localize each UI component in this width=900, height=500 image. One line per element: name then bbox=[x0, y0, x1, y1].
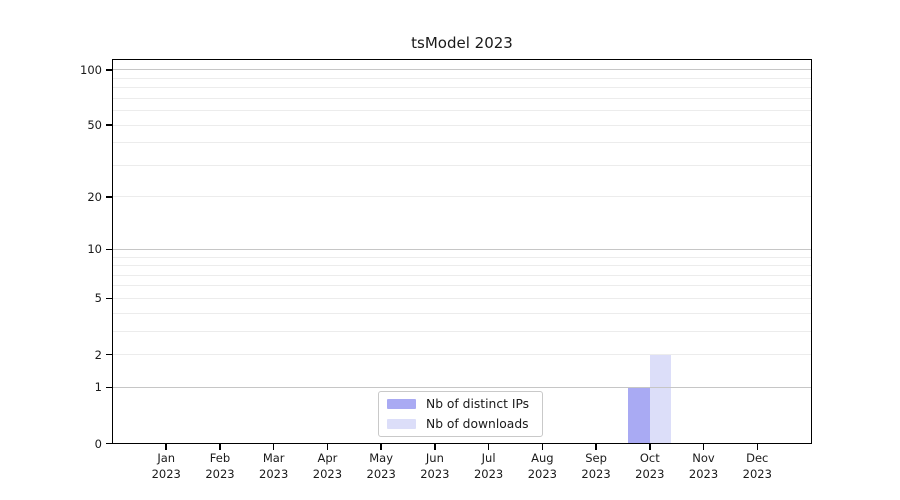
x-axis-tick-label: Feb 2023 bbox=[205, 451, 235, 481]
bar-downloads-oct bbox=[649, 354, 672, 444]
minor-gridline bbox=[112, 196, 811, 198]
x-tick-mark bbox=[541, 443, 544, 450]
minor-gridline bbox=[112, 97, 811, 99]
x-axis-tick-label: Jul 2023 bbox=[473, 451, 504, 481]
y-axis-tick-label: 2 bbox=[94, 347, 102, 362]
x-axis-tick-label: Jan 2023 bbox=[151, 451, 181, 481]
minor-gridline bbox=[112, 164, 811, 166]
x-tick-mark bbox=[756, 443, 759, 450]
major-gridline bbox=[112, 386, 811, 388]
legend-swatch-distinct-ips bbox=[387, 399, 416, 409]
y-axis-tick-label: 20 bbox=[87, 189, 102, 204]
minor-gridline bbox=[112, 330, 811, 332]
x-axis-tick-label: Dec 2023 bbox=[742, 451, 772, 481]
y-tick-mark bbox=[105, 353, 113, 356]
chart-title: tsModel 2023 bbox=[411, 34, 513, 52]
legend-item-distinct-ips: Nb of distinct IPs bbox=[387, 396, 534, 412]
minor-gridline bbox=[112, 265, 811, 267]
x-tick-mark bbox=[434, 443, 436, 450]
minor-gridline bbox=[112, 274, 811, 276]
x-axis-tick-label: Sep 2023 bbox=[581, 451, 611, 481]
minor-gridline bbox=[112, 312, 811, 314]
minor-gridline bbox=[112, 110, 811, 112]
y-tick-mark bbox=[105, 124, 113, 126]
x-tick-mark bbox=[165, 443, 167, 450]
y-axis-tick-label: 100 bbox=[80, 62, 102, 77]
x-axis-tick-label: Mar 2023 bbox=[259, 451, 289, 481]
y-axis-tick-label: 10 bbox=[87, 242, 102, 257]
minor-gridline bbox=[112, 297, 811, 299]
legend-swatch-downloads bbox=[387, 419, 416, 429]
minor-gridline bbox=[112, 142, 811, 144]
x-tick-mark bbox=[649, 443, 651, 450]
legend-label-downloads: Nb of downloads bbox=[426, 417, 529, 431]
major-gridline bbox=[112, 248, 811, 250]
x-tick-mark bbox=[326, 443, 329, 450]
minor-gridline bbox=[112, 256, 811, 258]
x-tick-mark bbox=[487, 443, 490, 450]
y-tick-mark bbox=[105, 196, 113, 198]
y-tick-mark bbox=[105, 297, 113, 300]
y-axis-tick-label: 0 bbox=[94, 436, 102, 451]
x-tick-mark bbox=[702, 443, 705, 450]
x-tick-mark bbox=[219, 443, 221, 450]
x-axis-tick-label: May 2023 bbox=[366, 451, 396, 481]
legend-item-downloads: Nb of downloads bbox=[387, 416, 534, 432]
major-gridline bbox=[112, 69, 811, 71]
x-axis-tick-label: Jun 2023 bbox=[420, 451, 450, 481]
minor-gridline bbox=[112, 87, 811, 89]
minor-gridline bbox=[112, 124, 811, 126]
bar-distinct-ips-oct bbox=[628, 387, 650, 444]
y-tick-mark bbox=[105, 69, 113, 71]
legend-label-distinct-ips: Nb of distinct IPs bbox=[426, 397, 530, 411]
y-axis-tick-label: 5 bbox=[94, 291, 102, 306]
y-tick-mark bbox=[105, 386, 113, 389]
x-tick-mark bbox=[380, 443, 382, 450]
y-axis-tick-label: 50 bbox=[87, 118, 102, 133]
x-tick-mark bbox=[595, 443, 597, 450]
y-tick-mark bbox=[105, 248, 113, 251]
y-axis-tick-label: 1 bbox=[94, 380, 102, 395]
minor-gridline bbox=[112, 354, 811, 356]
x-axis-tick-label: Nov 2023 bbox=[688, 451, 719, 481]
x-axis-tick-label: Apr 2023 bbox=[312, 451, 343, 481]
x-tick-mark bbox=[272, 443, 275, 450]
y-tick-mark bbox=[105, 442, 113, 445]
x-axis-tick-label: Oct 2023 bbox=[635, 451, 665, 481]
x-axis-tick-label: Aug 2023 bbox=[527, 451, 557, 481]
legend: Nb of distinct IPs Nb of downloads bbox=[378, 391, 543, 437]
minor-gridline bbox=[112, 285, 811, 287]
minor-gridline bbox=[112, 77, 811, 79]
